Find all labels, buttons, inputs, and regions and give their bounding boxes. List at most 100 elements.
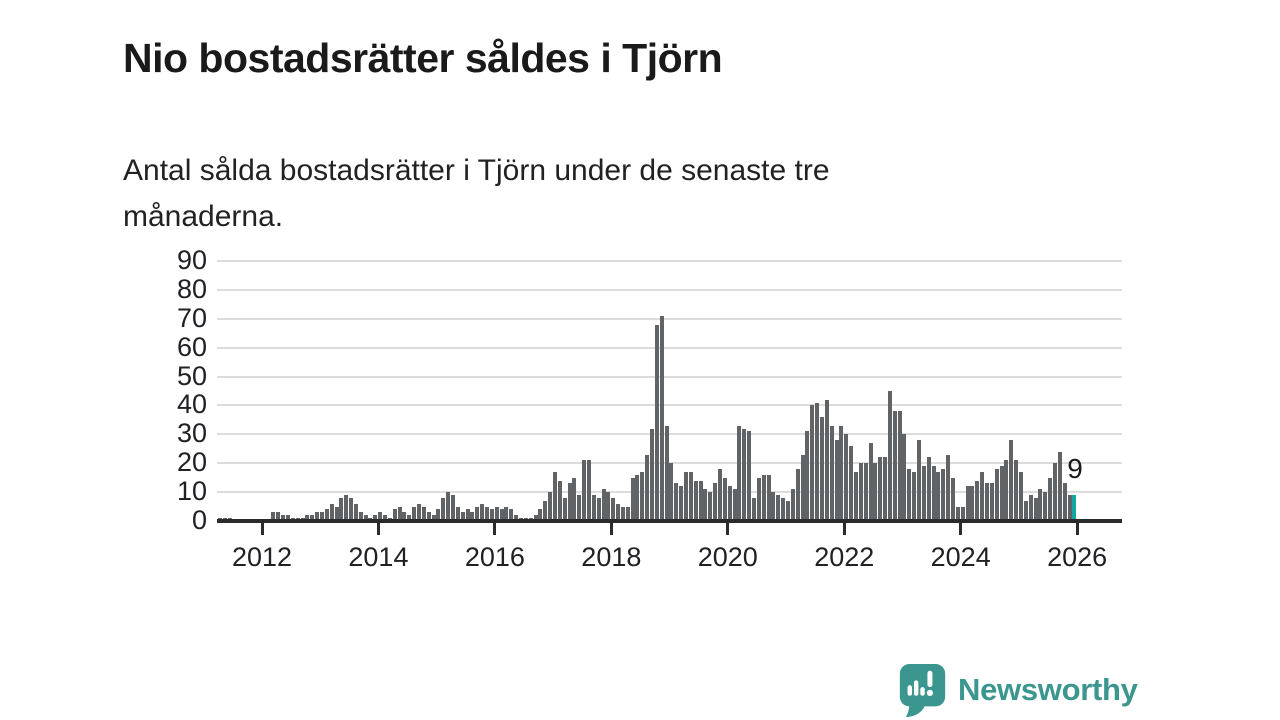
bar: [887, 391, 892, 521]
bar: [567, 483, 572, 521]
bar: [659, 315, 664, 521]
bar: [1067, 495, 1072, 521]
bar: [679, 486, 684, 521]
bar: [654, 324, 659, 521]
bar: [319, 512, 324, 521]
bar: [349, 497, 354, 521]
bar: [572, 477, 577, 521]
bar: [577, 495, 582, 521]
bar: [281, 515, 286, 521]
y-tick-label-70: 70: [176, 302, 207, 333]
bar: [819, 417, 824, 521]
bar: [718, 469, 722, 521]
bar: [902, 434, 907, 521]
bar: [276, 512, 281, 521]
gridline-70: [217, 317, 1122, 320]
bar: [1038, 489, 1043, 521]
bar: [601, 489, 606, 521]
bar: [849, 445, 854, 521]
chart-subtitle: Antal sålda bostadsrätter i Tjörn under …: [123, 154, 830, 233]
bar: [635, 474, 640, 521]
bar: [436, 509, 441, 521]
gridline-60: [217, 346, 1122, 349]
highlighted-bar: [1072, 495, 1077, 521]
bar: [383, 515, 388, 521]
gridline-30: [217, 433, 1122, 436]
y-tick-label-50: 50: [176, 360, 207, 391]
bar: [407, 515, 412, 521]
bar: [334, 506, 339, 521]
bar: [480, 503, 485, 521]
bar: [484, 506, 489, 521]
bar: [975, 480, 980, 521]
bar: [329, 503, 334, 521]
bar: [611, 497, 616, 521]
y-tick-label-80: 80: [176, 273, 207, 304]
bar: [465, 509, 470, 521]
x-tick-mark-2016: [493, 523, 497, 535]
bar: [713, 483, 718, 521]
newsworthy-logo-icon: [899, 663, 946, 717]
y-tick-label-60: 60: [176, 331, 207, 362]
bar: [548, 492, 553, 521]
bar: [946, 454, 951, 521]
bar: [771, 492, 776, 521]
bar: [1052, 463, 1057, 521]
bar: [1014, 460, 1019, 521]
bar: [620, 506, 625, 521]
bar: [960, 506, 965, 521]
bar: [931, 466, 936, 521]
bar: [402, 512, 407, 521]
bar: [853, 471, 858, 521]
x-tick-mark-2018: [609, 523, 613, 535]
bar: [378, 512, 383, 521]
y-tick-label-0: 0: [191, 505, 207, 535]
bar: [455, 506, 460, 521]
bar: [596, 497, 601, 521]
y-tick-label-90: 90: [176, 245, 207, 275]
bar: [965, 486, 970, 521]
bar: [732, 489, 737, 521]
x-tick-label-2026: 2026: [1047, 542, 1108, 572]
newsworthy-logo: Newsworthy: [898, 663, 1138, 717]
bar: [684, 471, 689, 521]
gridline-80: [217, 288, 1122, 291]
bar: [994, 469, 999, 521]
bar: [392, 509, 397, 521]
x-tick-label-2020: 2020: [697, 542, 758, 572]
bar: [640, 471, 645, 521]
bar: [839, 425, 844, 521]
bar: [1048, 477, 1053, 521]
bar: [897, 411, 902, 521]
bar: [645, 454, 650, 521]
bar: [747, 431, 752, 521]
bar: [397, 506, 402, 521]
bar: [533, 515, 538, 521]
bar: [936, 471, 941, 521]
bar: [417, 503, 422, 521]
y-tick-label-40: 40: [176, 389, 207, 420]
bar: [989, 483, 994, 521]
bar: [907, 469, 912, 521]
bar: [324, 509, 329, 521]
bar: [625, 506, 630, 521]
x-tick-mark-2024: [959, 523, 963, 535]
gridline-50: [217, 375, 1122, 378]
bar: [543, 500, 548, 521]
bar: [688, 471, 693, 521]
bar: [460, 512, 465, 521]
bar: [824, 399, 829, 521]
bar: [562, 497, 567, 521]
bar: [344, 495, 349, 521]
x-tick-label-2022: 2022: [814, 542, 875, 572]
bar: [470, 512, 475, 521]
bar: [446, 492, 451, 521]
bar: [834, 440, 839, 521]
bar: [606, 492, 611, 521]
bar: [353, 503, 358, 521]
bar: [1057, 451, 1062, 521]
newsworthy-logo-text: Newsworthy: [958, 672, 1138, 707]
bar: [271, 512, 276, 521]
bar: [426, 512, 431, 521]
x-tick-label-2014: 2014: [348, 542, 409, 572]
